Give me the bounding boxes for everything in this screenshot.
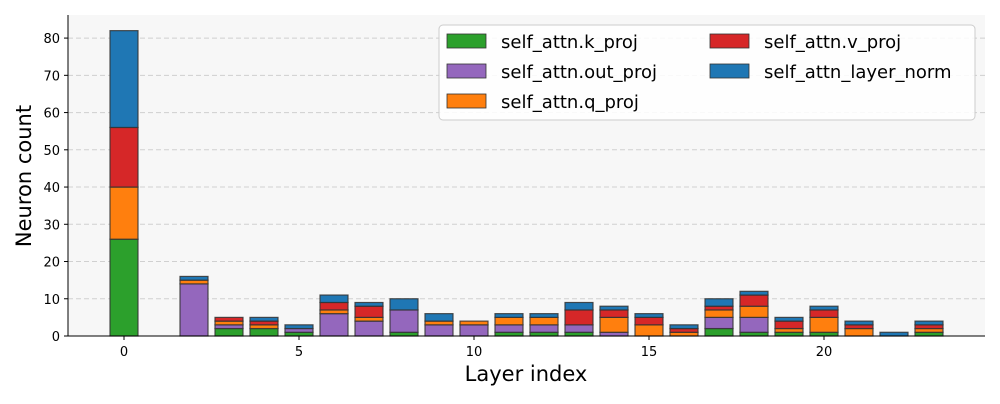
- bar-segment: [354, 301, 384, 307]
- bar-segment: [844, 320, 874, 326]
- legend: self_attn.k_proj self_attn.v_proj self_att…: [438, 24, 976, 121]
- x-tick-label: 15: [641, 345, 658, 360]
- bar-segment: [529, 316, 559, 326]
- ticks: 0 10 20 30 40 50 60 70 80 0 5 10 15 20: [43, 32, 832, 360]
- bar-segment: [879, 331, 909, 337]
- x-tick-label: 5: [295, 345, 303, 360]
- bar-segment: [319, 294, 349, 304]
- bar-segment: [494, 316, 524, 326]
- bar-segment: [214, 327, 244, 337]
- bar-segment: [739, 290, 769, 296]
- bar-segment: [669, 324, 699, 330]
- legend-label: self_attn.k_proj: [501, 32, 638, 53]
- bar-segment: [564, 309, 594, 326]
- y-tick-label: 70: [43, 69, 60, 84]
- bar-segment: [109, 126, 139, 188]
- bar-segment: [704, 309, 734, 318]
- bar-segment: [109, 238, 139, 337]
- bar-segment: [809, 309, 839, 318]
- y-axis-label: Neuron count: [12, 105, 36, 247]
- legend-swatch: [446, 93, 487, 109]
- x-tick-label: 20: [816, 345, 833, 360]
- bar-segment: [809, 305, 839, 311]
- bar-segment: [914, 320, 944, 326]
- bar-segment: [844, 327, 874, 337]
- bar-segment: [214, 316, 244, 322]
- bar-segment: [704, 298, 734, 307]
- bar-segment: [704, 327, 734, 337]
- x-tick-label: 10: [466, 345, 483, 360]
- bar-segment: [634, 316, 664, 326]
- y-tick-label: 50: [43, 144, 60, 159]
- bar-segment: [704, 316, 734, 330]
- bar-segment: [634, 324, 664, 337]
- axes: [67, 15, 985, 337]
- legend-swatch: [446, 33, 487, 49]
- legend-swatch: [709, 63, 750, 79]
- bar-segment: [319, 313, 349, 337]
- bar-segment: [249, 316, 279, 322]
- bar-segment: [389, 309, 419, 333]
- legend-label: self_attn_layer_norm: [764, 62, 952, 83]
- legend-frame: [438, 24, 976, 121]
- legend-swatch: [446, 63, 487, 79]
- bar-segment: [109, 186, 139, 240]
- bar-segment: [809, 316, 839, 333]
- bar-segment: [564, 301, 594, 311]
- bar-segment: [459, 324, 489, 337]
- bar-segment: [179, 275, 209, 281]
- bar-segment: [109, 30, 139, 129]
- bar-segment: [599, 309, 629, 318]
- bar-segment: [529, 324, 559, 333]
- bar-segment: [739, 316, 769, 333]
- y-tick-label: 0: [52, 330, 60, 345]
- x-tick-label: 0: [120, 345, 128, 360]
- bar-segment: [284, 324, 314, 330]
- legend-label: self_attn.q_proj: [501, 92, 639, 113]
- y-tick-label: 60: [43, 107, 60, 122]
- bar-segment: [739, 305, 769, 318]
- legend-label: self_attn.v_proj: [764, 32, 901, 53]
- bar-segment: [459, 320, 489, 326]
- x-axis-label: Layer index: [465, 362, 588, 386]
- bar-segment: [599, 305, 629, 311]
- bar-segment: [599, 316, 629, 333]
- bar-segment: [389, 298, 419, 311]
- bar-segment: [494, 313, 524, 318]
- bar-segment: [529, 313, 559, 318]
- y-tick-label: 40: [43, 181, 60, 196]
- bars: [109, 30, 944, 337]
- bar-segment: [179, 283, 209, 337]
- y-tick-label: 80: [43, 32, 60, 47]
- bar-segment: [774, 320, 804, 330]
- y-tick-label: 20: [43, 256, 60, 271]
- bar-segment: [354, 320, 384, 337]
- bar-segment: [249, 327, 279, 337]
- bar-segment: [739, 294, 769, 307]
- bar-segment: [424, 324, 454, 337]
- bar-segment: [494, 324, 524, 333]
- bar-segment: [774, 316, 804, 322]
- legend-label: self_attn.out_proj: [501, 62, 657, 83]
- bar-segment: [354, 305, 384, 318]
- y-tick-label: 30: [43, 218, 60, 233]
- bar-segment: [424, 313, 454, 322]
- bar-segment: [634, 313, 664, 318]
- legend-swatch: [709, 33, 750, 49]
- bar-segment: [564, 324, 594, 333]
- bar-segment: [319, 301, 349, 311]
- y-tick-label: 10: [43, 293, 60, 308]
